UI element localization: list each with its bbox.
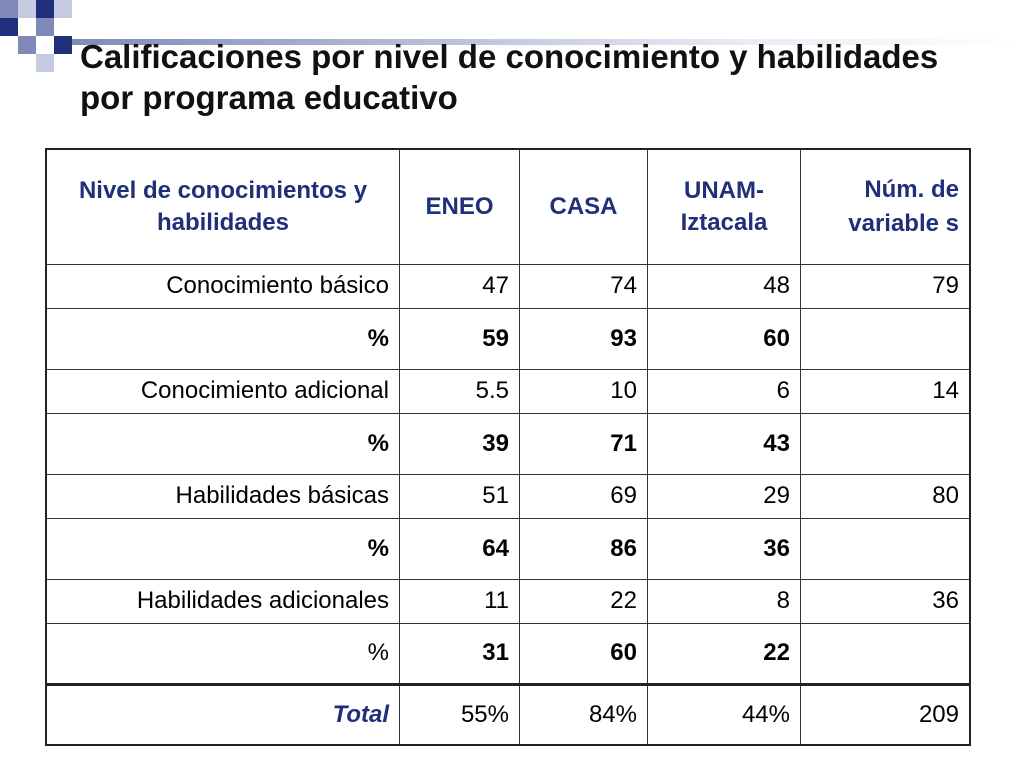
slide-title: Calificaciones por nivel de conocimiento…: [80, 38, 939, 116]
header-casa: CASA: [519, 148, 648, 265]
cell-value: 14: [800, 368, 971, 414]
cell-value: 79: [800, 263, 971, 309]
cell-value: 60: [519, 622, 648, 685]
row-label: Habilidades básicas: [45, 473, 400, 519]
cell-value: 36: [647, 517, 801, 580]
cell-value: 43: [647, 412, 801, 475]
cell-value: 93: [519, 307, 648, 370]
cell-value: 10: [519, 368, 648, 414]
cell-value: [800, 622, 971, 685]
total-value: 209: [800, 682, 971, 746]
cell-value: 22: [647, 622, 801, 685]
cell-value: 69: [519, 473, 648, 519]
cell-value: [800, 412, 971, 475]
cell-value: 47: [399, 263, 520, 309]
total-value: 44%: [647, 682, 801, 746]
cell-value: 86: [519, 517, 648, 580]
cell-value: 8: [647, 578, 801, 624]
header-eneo: ENEO: [399, 148, 520, 265]
row-label: %: [45, 517, 400, 580]
table-row: Habilidades adicionales 11 22 8 36: [45, 578, 971, 624]
table-row: % 39 71 43: [45, 412, 971, 475]
decor-square: [18, 36, 36, 54]
cell-value: 39: [399, 412, 520, 475]
cell-value: 11: [399, 578, 520, 624]
table-row: Conocimiento básico 47 74 48 79: [45, 263, 971, 309]
table-row: Habilidades básicas 51 69 29 80: [45, 473, 971, 519]
data-table: Nivel de conocimientos y habilidades ENE…: [45, 148, 971, 746]
decor-square: [36, 54, 54, 72]
total-value: 84%: [519, 682, 648, 746]
cell-value: 60: [647, 307, 801, 370]
table-header-row: Nivel de conocimientos y habilidades ENE…: [45, 148, 971, 265]
header-nivel: Nivel de conocimientos y habilidades: [45, 148, 400, 265]
cell-value: 22: [519, 578, 648, 624]
cell-value: [800, 517, 971, 580]
table-row: % 59 93 60: [45, 307, 971, 370]
cell-value: 74: [519, 263, 648, 309]
row-label: %: [45, 307, 400, 370]
row-label: Habilidades adicionales: [45, 578, 400, 624]
table-row: % 64 86 36: [45, 517, 971, 580]
decor-square: [36, 0, 54, 18]
decor-square: [54, 36, 72, 54]
cell-value: 71: [519, 412, 648, 475]
row-label: Conocimiento básico: [45, 263, 400, 309]
cell-value: 29: [647, 473, 801, 519]
cell-value: [800, 307, 971, 370]
cell-value: 59: [399, 307, 520, 370]
total-value: 55%: [399, 682, 520, 746]
decor-square: [54, 0, 72, 18]
decor-square: [18, 0, 36, 18]
cell-value: 31: [399, 622, 520, 685]
decor-square: [36, 18, 54, 36]
table-total-row: Total 55% 84% 44% 209: [45, 682, 971, 746]
table-row: % 31 60 22: [45, 622, 971, 685]
decor-square: [0, 0, 18, 18]
row-label: %: [45, 412, 400, 475]
table-row: Conocimiento adicional 5.5 10 6 14: [45, 368, 971, 414]
header-unam-iztacala: UNAM- Iztacala: [647, 148, 801, 265]
row-label: Conocimiento adicional: [45, 368, 400, 414]
cell-value: 64: [399, 517, 520, 580]
row-label: %: [45, 622, 400, 685]
title-rule: [72, 39, 1024, 45]
cell-value: 48: [647, 263, 801, 309]
total-label: Total: [45, 682, 400, 746]
cell-value: 6: [647, 368, 801, 414]
cell-value: 51: [399, 473, 520, 519]
header-num-variables: Núm. de variable s: [800, 148, 971, 265]
cell-value: 80: [800, 473, 971, 519]
cell-value: 36: [800, 578, 971, 624]
cell-value: 5.5: [399, 368, 520, 414]
decor-square: [0, 18, 18, 36]
